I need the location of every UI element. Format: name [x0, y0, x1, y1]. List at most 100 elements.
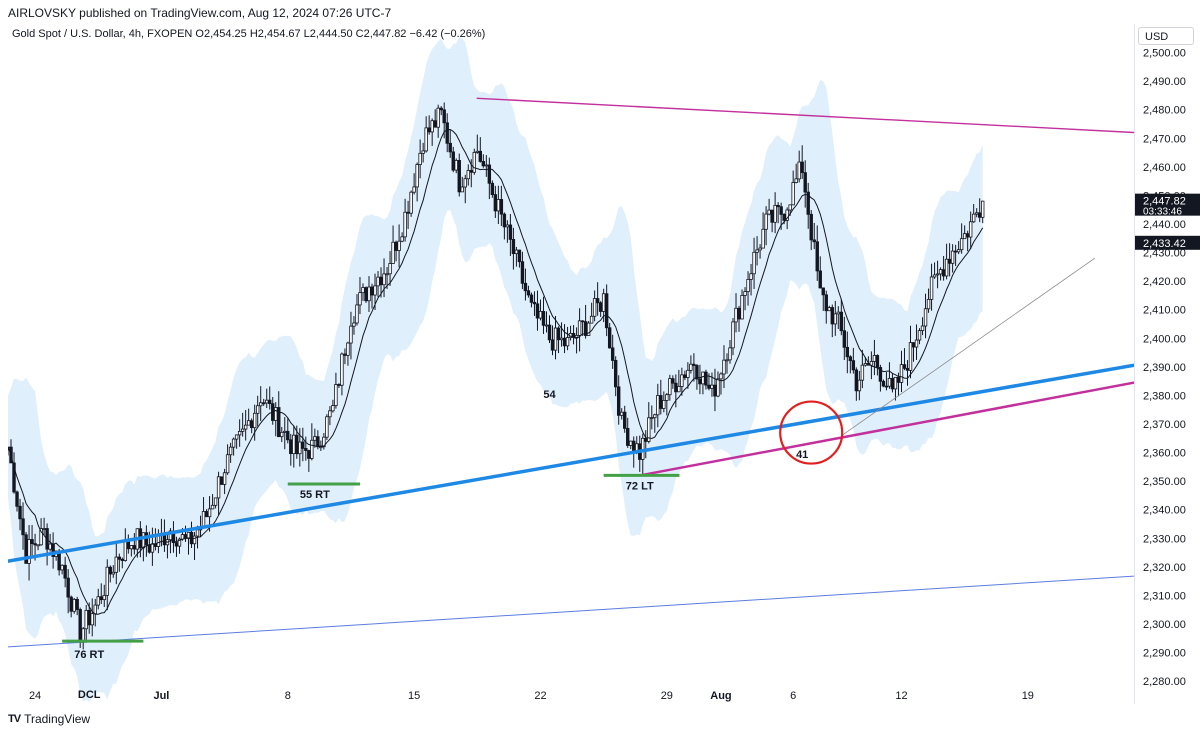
price-tick: 2,340.00	[1143, 505, 1186, 517]
time-axis[interactable]: 24 Jul 8 15 22 29 Aug 6 12 19	[8, 686, 1134, 704]
candle	[189, 521, 194, 548]
candle-body	[210, 504, 215, 510]
candle-body	[409, 191, 413, 214]
candle-body	[505, 224, 510, 228]
bollinger-band-fill	[8, 36, 983, 703]
candle-body	[283, 430, 287, 433]
annotation-label: 76 RT	[74, 649, 104, 661]
candle	[114, 543, 118, 585]
candle	[740, 289, 744, 320]
candle-body	[469, 170, 473, 173]
price-tick: 2,380.00	[1143, 390, 1186, 402]
candle	[953, 244, 958, 267]
candle	[358, 277, 362, 315]
candle-body	[626, 427, 630, 446]
candle	[301, 427, 305, 462]
candle-body	[803, 172, 807, 193]
candle-body	[231, 438, 236, 448]
candle	[18, 498, 22, 531]
candle	[277, 391, 281, 438]
candle-body	[535, 303, 540, 319]
candle-body	[743, 291, 747, 296]
candle	[878, 364, 883, 392]
candle	[881, 379, 886, 388]
candle-body	[313, 436, 317, 441]
price-tick: 2,330.00	[1143, 533, 1186, 545]
candle	[668, 374, 672, 401]
candle	[292, 425, 296, 468]
candle	[981, 200, 985, 224]
candle	[752, 237, 756, 289]
candle-body	[228, 446, 233, 456]
candle	[689, 355, 693, 374]
candle-body	[421, 150, 425, 154]
candle	[971, 204, 976, 223]
candle	[466, 164, 470, 186]
candle	[620, 408, 624, 420]
candle	[574, 327, 579, 354]
candle	[280, 426, 284, 443]
candle	[391, 225, 395, 264]
candle-body	[376, 276, 380, 287]
candle	[445, 113, 449, 153]
candle	[21, 502, 25, 550]
candle-body	[806, 191, 810, 215]
candle-body	[632, 440, 636, 452]
candle-body	[677, 386, 681, 393]
candle-body	[623, 411, 627, 429]
candle-body	[644, 437, 648, 442]
candle-body	[508, 224, 513, 240]
candle	[237, 419, 242, 447]
time-tick: 29	[661, 690, 673, 702]
candle-body	[710, 384, 714, 389]
candle	[150, 527, 155, 566]
candle	[328, 406, 332, 426]
candle-body	[770, 209, 774, 223]
candle-body	[764, 213, 768, 230]
candle	[884, 372, 889, 391]
candle	[508, 214, 513, 257]
candle	[349, 311, 353, 360]
candle	[610, 334, 615, 369]
candle	[268, 386, 272, 410]
candle	[701, 371, 705, 395]
candle	[803, 160, 807, 208]
candle	[99, 583, 103, 605]
price-chart[interactable]: 76 RT DCL 55 RT 54 72 LT 41	[8, 24, 1134, 704]
candle-body	[890, 377, 895, 390]
candle-body	[833, 313, 837, 325]
candle	[265, 388, 269, 408]
candle	[90, 598, 94, 637]
candle-body	[851, 360, 856, 371]
candle	[544, 311, 549, 333]
candle-body	[788, 204, 792, 211]
candle	[662, 391, 666, 413]
candle-body	[674, 382, 678, 393]
candle-body	[818, 270, 822, 289]
candle-body	[559, 337, 564, 341]
candle	[412, 173, 416, 195]
candle	[304, 436, 308, 461]
candle-body	[460, 186, 464, 193]
candle	[623, 405, 627, 433]
candle	[710, 372, 714, 397]
candle	[481, 154, 486, 168]
candle	[183, 525, 188, 542]
footer: TV TradingView	[8, 712, 90, 726]
candle-body	[911, 342, 916, 348]
candle-body	[950, 250, 955, 264]
candle-body	[454, 159, 458, 171]
candle-body	[322, 436, 326, 448]
price-scale[interactable]: 2,500.00 2,490.00 2,480.00 2,470.00 2,460.00…	[1134, 24, 1200, 704]
candle	[764, 206, 768, 246]
candle-body	[120, 558, 125, 561]
candle	[791, 170, 795, 206]
candle	[240, 412, 245, 437]
candle-body	[72, 598, 76, 612]
currency-button[interactable]: USD	[1138, 27, 1194, 45]
candle-body	[66, 577, 70, 598]
annotation-label: DCL	[78, 689, 101, 701]
candle	[409, 190, 413, 217]
candle-body	[881, 380, 886, 387]
candle-body	[914, 339, 919, 348]
